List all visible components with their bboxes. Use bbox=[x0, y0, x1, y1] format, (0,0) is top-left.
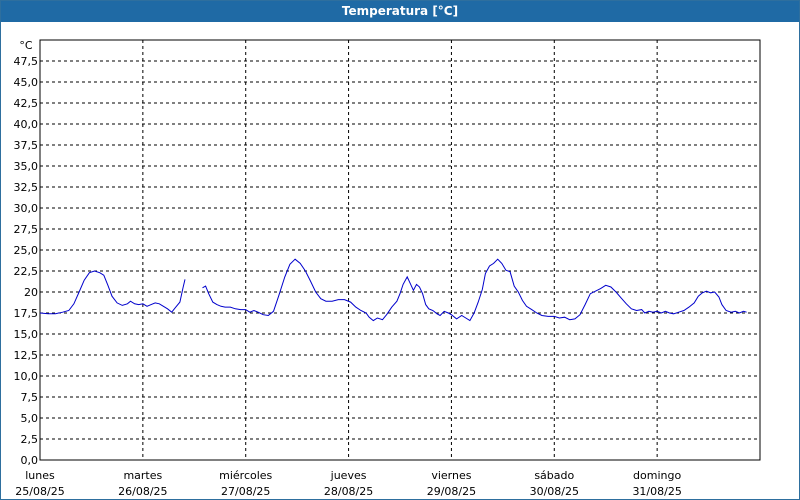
y-tick-label: 22,5 bbox=[14, 265, 39, 278]
y-tick-label: 47,5 bbox=[14, 55, 39, 68]
y-tick-label: 12,5 bbox=[14, 349, 39, 362]
y-tick-label: 32,5 bbox=[14, 181, 39, 194]
grid-lines bbox=[40, 40, 760, 460]
temperature-line bbox=[202, 258, 747, 322]
y-tick-label: 40,0 bbox=[14, 118, 39, 131]
x-tick-date-label: 26/08/25 bbox=[118, 485, 167, 498]
y-tick-label: 5,0 bbox=[21, 412, 39, 425]
y-tick-label: 45,0 bbox=[14, 76, 39, 89]
window-title: Temperatura [°C] bbox=[1, 1, 799, 22]
y-tick-label: 42,5 bbox=[14, 97, 39, 110]
y-tick-label: 2,5 bbox=[21, 433, 39, 446]
y-tick-label: 27,5 bbox=[14, 223, 39, 236]
temperature-line bbox=[39, 270, 186, 315]
x-axis-ticks: lunes 25/08/25 martes 26/08/25 miércoles 27/0… bbox=[15, 469, 682, 498]
y-tick-label: 15,0 bbox=[14, 328, 39, 341]
y-tick-label: 7,5 bbox=[21, 391, 39, 404]
y-tick-label: 30,0 bbox=[14, 202, 39, 215]
y-tick-label: 17,5 bbox=[14, 307, 39, 320]
x-tick-day-label: martes bbox=[123, 469, 162, 482]
x-tick-date-label: 30/08/25 bbox=[530, 485, 579, 498]
y-tick-label: 20 bbox=[24, 286, 38, 299]
temperature-series bbox=[39, 258, 747, 322]
y-axis-ticks: 0,0 2,5 5,0 7,5 10,0 12,5 15,0 17,5 20 22,5 25,0 27… bbox=[14, 55, 39, 467]
x-tick-day-label: lunes bbox=[25, 469, 55, 482]
x-tick-day-label: jueves bbox=[330, 469, 367, 482]
y-tick-label: 10,0 bbox=[14, 370, 39, 383]
y-tick-label: 37,5 bbox=[14, 139, 39, 152]
x-tick-date-label: 27/08/25 bbox=[221, 485, 270, 498]
y-tick-label: 35,0 bbox=[14, 160, 39, 173]
y-tick-label: 25,0 bbox=[14, 244, 39, 257]
x-tick-date-label: 28/08/25 bbox=[324, 485, 373, 498]
x-tick-day-label: domingo bbox=[633, 469, 681, 482]
x-tick-date-label: 29/08/25 bbox=[427, 485, 476, 498]
x-tick-day-label: sábado bbox=[534, 469, 574, 482]
y-tick-label: 0,0 bbox=[21, 454, 39, 467]
plot-area bbox=[39, 39, 761, 461]
y-axis-unit-label: °C bbox=[19, 39, 33, 52]
x-tick-day-label: miércoles bbox=[219, 469, 272, 482]
x-tick-day-label: viernes bbox=[431, 469, 471, 482]
x-tick-date-label: 31/08/25 bbox=[632, 485, 681, 498]
x-tick-date-label: 25/08/25 bbox=[15, 485, 64, 498]
